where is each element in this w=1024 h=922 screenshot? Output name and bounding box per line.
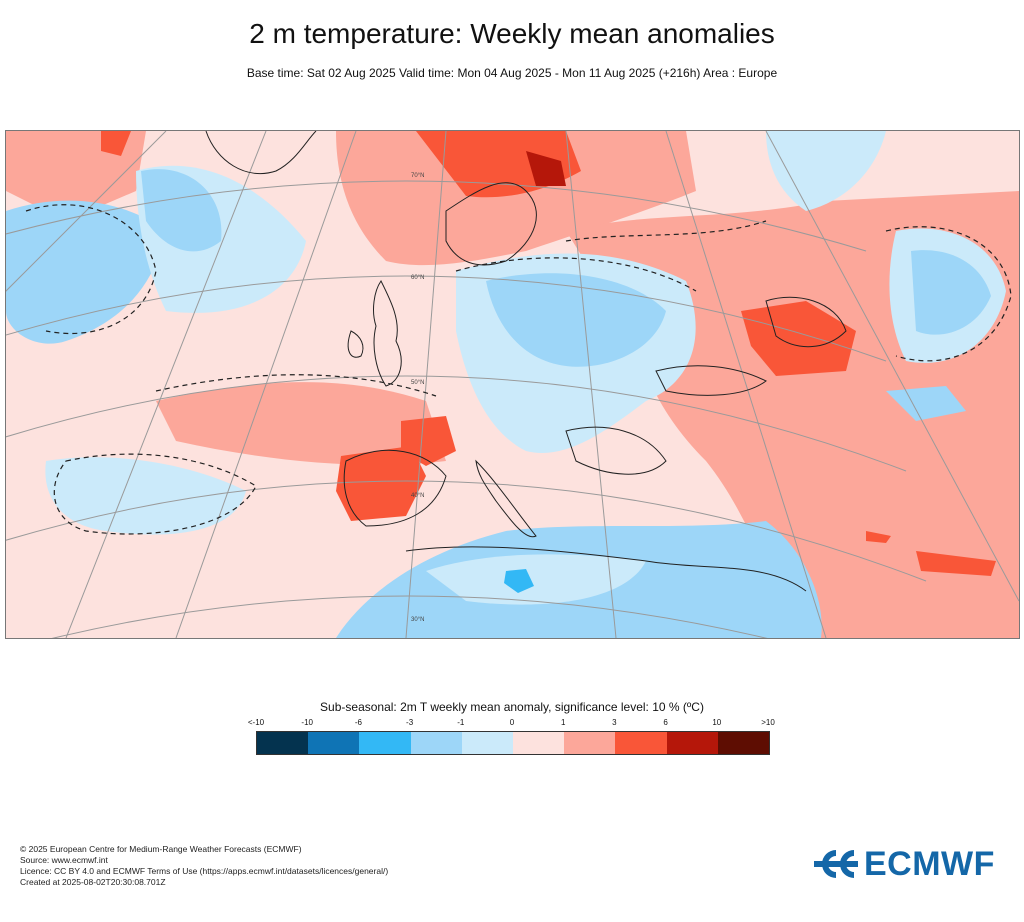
arabia-strong-warm-2	[916, 551, 996, 576]
scandinavia-very-warm	[526, 151, 566, 186]
labrador-cool	[6, 200, 166, 344]
colorbar	[256, 731, 770, 755]
colorbar-tick-label: 6	[663, 718, 668, 727]
colorbar-tick-label: -10	[301, 718, 313, 727]
colorbar-tick-label: 0	[509, 718, 515, 727]
colorbar-tick-label: -3	[406, 718, 414, 727]
colorbar-tick-label: 3	[612, 718, 617, 727]
france-strong-warm	[401, 416, 456, 466]
greenland-strong-warm	[101, 131, 131, 156]
north-atlantic-cool-core	[141, 169, 222, 252]
lat-label-50: 50°N	[411, 380, 424, 386]
colorbar-cell	[615, 732, 667, 754]
colorbar-cell	[359, 732, 411, 754]
arabia-strong-warm-1	[866, 531, 891, 543]
lat-label-60: 60°N	[411, 275, 424, 281]
lat-label-40: 40°N	[411, 493, 424, 499]
footer-source: Source: www.ecmwf.int	[20, 855, 108, 865]
colorbar-ticks: <-10 -10 -6 -3 -1 0 1 3 6 10 >10	[248, 718, 775, 728]
colorbar-tick-label: 10	[712, 718, 722, 727]
ecmwf-logo: ECMWF	[814, 844, 995, 883]
arctic-russia-cool	[766, 131, 886, 211]
chart-title: 2 m temperature: Weekly mean anomalies	[249, 18, 775, 49]
colorbar-cell	[308, 732, 360, 754]
chart-subtitle: Base time: Sat 02 Aug 2025 Valid time: M…	[246, 66, 778, 80]
scandinavia-warm	[336, 131, 696, 266]
atlantic-warm-band	[156, 382, 446, 465]
med-cool-light	[426, 554, 646, 605]
kazakh-cool-core	[911, 250, 991, 335]
footer-credits: © 2025 European Centre for Medium-Range …	[20, 844, 388, 888]
colorbar-cell	[461, 732, 514, 754]
lat-label-30: 30°N	[411, 617, 424, 623]
graticule	[6, 131, 1019, 638]
colorbar-cell	[717, 732, 770, 754]
caspian-strong-warm	[741, 301, 856, 376]
iran-cool	[886, 386, 966, 421]
significance-contours	[25, 204, 1012, 535]
map-svg: 70°N 60°N 50°N 40°N 30°N	[6, 131, 1019, 638]
colorbar-tick-label: 1	[560, 718, 566, 727]
colorbar-cell	[666, 732, 718, 754]
iberia-strong-warm	[336, 446, 426, 521]
colorbar-tick-label: >10	[761, 718, 775, 727]
colorbar-cell	[513, 732, 565, 754]
footer-licence: Licence: CC BY 4.0 and ECMWF Terms of Us…	[20, 866, 389, 876]
coastlines	[205, 131, 847, 592]
central-europe-cool-core	[486, 273, 666, 367]
footer-created: Created at 2025-08-02T20:30:08.701Z	[20, 877, 166, 887]
lat-label-70: 70°N	[411, 173, 424, 179]
azores-cool	[45, 457, 247, 535]
ecmwf-logo-text: ECMWF	[864, 844, 995, 883]
colorbar-tick-label: -6	[354, 718, 362, 727]
footer-copyright: © 2025 European Centre for Medium-Range …	[20, 844, 302, 854]
ecmwf-logo-mark-icon	[814, 850, 858, 878]
tunisia-cool-strong	[504, 569, 534, 593]
colorbar-tick-label: <-10	[247, 718, 265, 727]
anomaly-map: 70°N 60°N 50°N 40°N 30°N	[5, 130, 1020, 639]
colorbar-cell	[410, 732, 462, 754]
colorbar-cell	[257, 732, 309, 754]
colorbar-cell	[564, 732, 616, 754]
colorbar-title: Sub-seasonal: 2m T weekly mean anomaly, …	[320, 700, 704, 714]
colorbar-tick-label: -1	[457, 718, 465, 727]
